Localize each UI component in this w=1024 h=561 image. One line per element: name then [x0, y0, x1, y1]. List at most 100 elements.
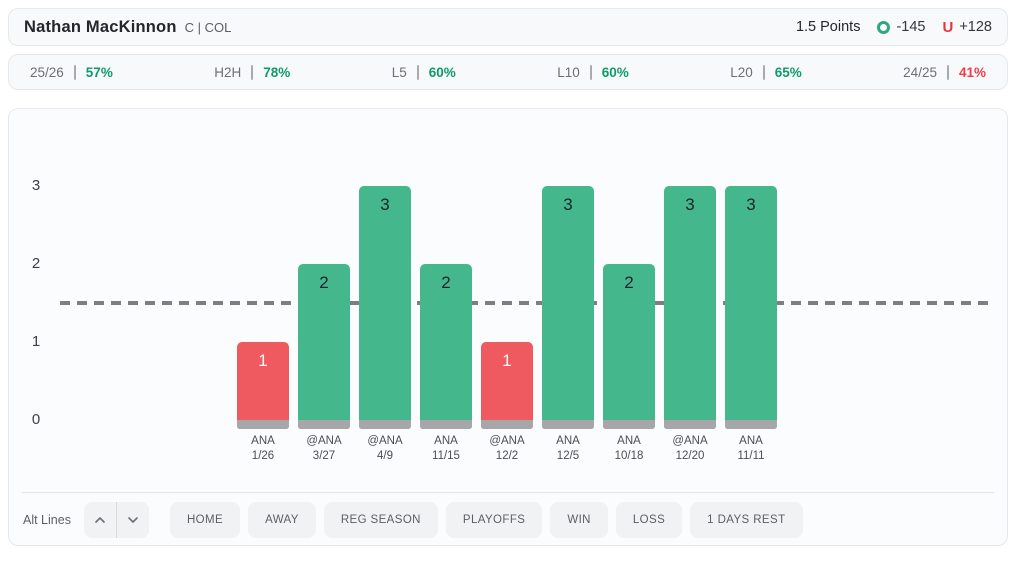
bar-value-label: 1 — [258, 351, 268, 370]
over-icon — [877, 20, 891, 34]
prop-line-threshold — [60, 301, 990, 305]
bar-ana-11-15[interactable]: 2 — [420, 264, 472, 429]
filter-button-home[interactable]: HOME — [169, 501, 241, 538]
bar-ana-11-11[interactable]: 3 — [725, 186, 777, 429]
bar-ana-10-18[interactable]: 2 — [603, 264, 655, 429]
chart-card: 0 1 2 3 1 ANA 1/26 2 @ANA 3/27 3 @ANA 4/9 2 ANA 11/15 1 @… — [8, 108, 1008, 546]
stat-divider — [73, 64, 76, 80]
y-axis-tick-1: 1 — [31, 333, 41, 350]
stat-divider — [416, 64, 419, 80]
y-axis-tick-3: 3 — [31, 177, 41, 194]
stat-value: 60% — [601, 64, 629, 80]
stat-h2h: H2H 78% — [214, 64, 291, 80]
under-odds-value: +128 — [959, 19, 992, 35]
bar-value-label: 2 — [624, 273, 634, 292]
chevron-down-icon — [128, 516, 138, 523]
opponent-label: ANA — [617, 435, 641, 447]
filter-button-win[interactable]: WIN — [550, 501, 608, 538]
stat-24-25: 24/25 41% — [903, 64, 986, 80]
stat-value: 78% — [263, 64, 291, 80]
stat-label: 25/26 — [30, 64, 64, 80]
alt-line-up-button[interactable] — [84, 502, 116, 538]
filter-button-reg-season[interactable]: REG SEASON — [323, 501, 438, 538]
under-icon: U — [942, 18, 954, 36]
stepper-divider — [115, 501, 117, 538]
game-date-label: 10/18 — [614, 449, 644, 462]
bar-ana-4-9[interactable]: 3 — [359, 186, 411, 429]
opponent-label: ANA — [434, 435, 458, 447]
player-identity: Nathan MacKinnon C | COL — [24, 18, 231, 37]
x-axis-label-ana-4-9: @ANA 4/9 — [338, 434, 432, 463]
prop-odds: 1.5 Points -145 U +128 — [796, 19, 992, 36]
x-axis-label-ana-3-27: @ANA 3/27 — [277, 434, 371, 463]
player-name: Nathan MacKinnon — [24, 17, 177, 36]
stat-l20: L20 65% — [730, 64, 802, 80]
bar-value-label: 3 — [563, 195, 573, 214]
stat-label: L20 — [730, 64, 753, 80]
game-date-label: 1/26 — [251, 449, 275, 462]
stat-l5: L5 60% — [391, 64, 456, 80]
game-date-label: 12/5 — [556, 449, 580, 462]
x-axis-label-ana-10-18: ANA 10/18 — [582, 434, 676, 463]
x-axis-label-ana-11-15: ANA 11/15 — [399, 434, 493, 463]
opponent-label: @ANA — [672, 435, 708, 447]
filter-button-away[interactable]: AWAY — [248, 501, 316, 538]
over-odds-value: -145 — [896, 19, 926, 35]
bar-base-strip — [664, 420, 716, 429]
chevron-up-icon — [95, 516, 105, 523]
stat-value: 60% — [428, 64, 456, 80]
stat-divider — [589, 64, 592, 80]
stat-label: H2H — [214, 64, 242, 80]
stat-label: 24/25 — [903, 64, 937, 80]
x-axis-label-ana-12-20: @ANA 12/20 — [643, 434, 737, 463]
game-date-label: 12/20 — [675, 449, 705, 462]
game-date-label: 12/2 — [495, 449, 519, 462]
bar-value-label: 1 — [502, 351, 512, 370]
x-axis-label-ana-11-11: ANA 11/11 — [704, 434, 798, 463]
under-odds-group[interactable]: U +128 — [942, 19, 992, 36]
stat-label: L5 — [391, 64, 407, 80]
opponent-label: ANA — [739, 435, 763, 447]
opponent-label: @ANA — [306, 435, 342, 447]
y-axis-tick-0: 0 — [31, 411, 41, 428]
bar-base-strip — [298, 420, 350, 429]
opponent-label: @ANA — [489, 435, 525, 447]
player-header: Nathan MacKinnon C | COL 1.5 Points -145… — [8, 8, 1008, 46]
over-odds-group[interactable]: -145 — [877, 19, 925, 35]
bar-base-strip — [603, 420, 655, 429]
filter-controls: Alt Lines HOME AWAY REG SEASON PLAYOFFS WIN L… — [9, 493, 1007, 545]
bar-value-label: 2 — [441, 273, 451, 292]
bar-ana-12-5[interactable]: 3 — [542, 186, 594, 429]
bar-ana-12-2[interactable]: 1 — [481, 342, 533, 429]
plot-area: 0 1 2 3 1 ANA 1/26 2 @ANA 3/27 3 @ANA 4/9 2 ANA 11/15 1 @… — [9, 109, 1007, 492]
stat-divider — [946, 64, 949, 80]
bar-base-strip — [481, 420, 533, 429]
filter-button-1-days-rest[interactable]: 1 DAYS REST — [690, 501, 803, 538]
alt-line-down-button[interactable] — [117, 502, 149, 538]
filter-button-loss[interactable]: LOSS — [615, 501, 683, 538]
game-date-label: 4/9 — [377, 449, 393, 462]
bar-ana-3-27[interactable]: 2 — [298, 264, 350, 429]
alt-lines-label: Alt Lines — [23, 512, 71, 527]
stat-divider — [251, 64, 254, 80]
bar-ana-1-26[interactable]: 1 — [237, 342, 289, 429]
hit-rate-stats: 25/26 57% H2H 78% L5 60% L10 60% L20 65% 24/25 41% — [8, 54, 1008, 90]
opponent-label: ANA — [251, 435, 275, 447]
x-axis-label-ana-12-5: ANA 12/5 — [521, 434, 615, 463]
filter-button-playoffs[interactable]: PLAYOFFS — [445, 501, 543, 538]
x-axis-label-ana-12-2: @ANA 12/2 — [460, 434, 554, 463]
bar-base-strip — [359, 420, 411, 429]
y-axis-tick-2: 2 — [31, 255, 41, 272]
bar-value-label: 3 — [380, 195, 390, 214]
stat-l10: L10 60% — [557, 64, 629, 80]
game-date-label: 3/27 — [312, 449, 336, 462]
stat-value: 57% — [85, 64, 113, 80]
bar-ana-12-20[interactable]: 3 — [664, 186, 716, 429]
bar-value-label: 2 — [319, 273, 329, 292]
stat-value: 41% — [958, 64, 986, 80]
bar-value-label: 3 — [746, 195, 756, 214]
prop-line-label: 1.5 Points — [795, 19, 861, 35]
bar-base-strip — [725, 420, 777, 429]
stat-label: L10 — [557, 64, 580, 80]
alt-line-stepper — [83, 501, 149, 538]
